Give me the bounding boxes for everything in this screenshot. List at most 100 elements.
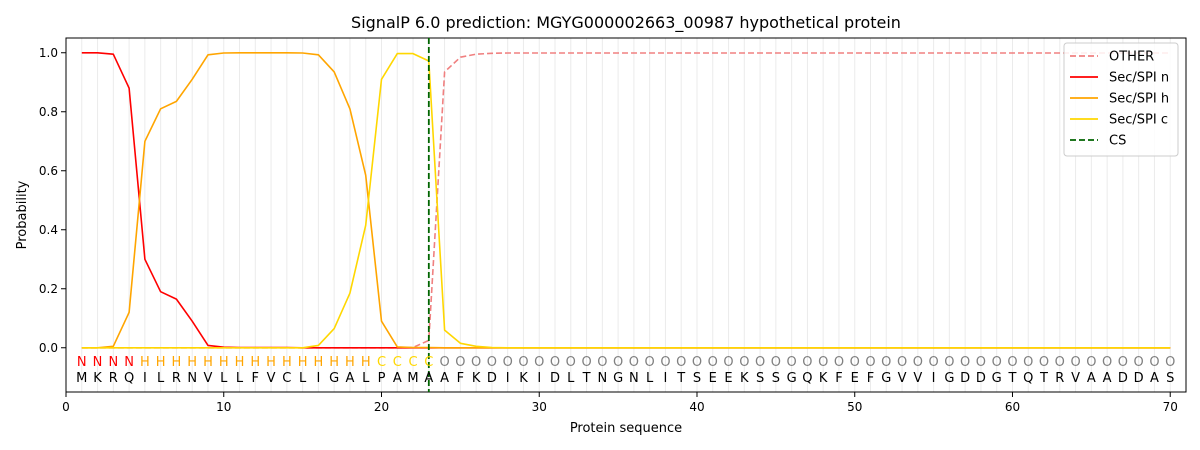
region-label-65: O [1086, 355, 1096, 370]
legend-label-2: Sec/SPI h [1109, 92, 1169, 107]
region-label-37: O [645, 355, 655, 370]
y-tick-label-0.8: 0.8 [39, 105, 58, 119]
x-tick-label-0: 0 [62, 400, 70, 414]
series-line-2 [81, 51, 1171, 349]
region-label-32: O [566, 355, 576, 370]
region-label-40: O [692, 355, 702, 370]
residue-label-30: I [537, 371, 541, 386]
residue-label-62: T [1039, 371, 1048, 386]
legend-label-0: OTHER [1109, 50, 1154, 65]
region-label-31: O [550, 355, 560, 370]
residue-label-25: F [457, 371, 464, 386]
region-label-69: O [1149, 355, 1159, 370]
y-tick-label-0.2: 0.2 [39, 282, 58, 296]
region-label-53: O [897, 355, 907, 370]
legend-label-3: Sec/SPI c [1109, 113, 1168, 128]
region-label-13: H [266, 355, 276, 370]
x-tick-label-40: 40 [689, 400, 704, 414]
region-label-20: C [377, 355, 386, 370]
region-label-7: H [172, 355, 182, 370]
residue-label-42: E [724, 371, 732, 386]
region-label-36: O [629, 355, 639, 370]
region-label-50: O [850, 355, 860, 370]
region-label-67: O [1118, 355, 1128, 370]
region-label-68: O [1134, 355, 1144, 370]
region-label-63: O [1055, 355, 1065, 370]
residue-label-5: I [143, 371, 147, 386]
residue-label-31: D [550, 371, 560, 386]
region-label-60: O [1007, 355, 1017, 370]
residue-label-59: G [992, 371, 1002, 386]
residue-label-29: K [519, 371, 528, 386]
region-label-23: C [424, 355, 433, 370]
region-label-15: H [298, 355, 308, 370]
residue-label-41: E [709, 371, 717, 386]
y-tick-label-0.6: 0.6 [39, 164, 58, 178]
region-label-4: N [124, 355, 134, 370]
residue-label-66: A [1103, 371, 1112, 386]
series-line-1 [81, 51, 1171, 349]
region-label-44: O [755, 355, 765, 370]
residue-label-54: V [913, 371, 922, 386]
residue-label-32: L [567, 371, 575, 386]
region-label-66: O [1102, 355, 1112, 370]
residue-label-53: V [898, 371, 907, 386]
x-tick-label-60: 60 [1005, 400, 1020, 414]
residue-label-14: C [282, 371, 291, 386]
legend-box [1063, 42, 1179, 157]
residue-label-16: I [316, 371, 320, 386]
y-tick-label-0: 0.0 [39, 341, 58, 355]
x-tick-label-50: 50 [847, 400, 862, 414]
region-label-19: H [361, 355, 371, 370]
region-label-18: H [345, 355, 355, 370]
residue-label-12: F [252, 371, 259, 386]
legend-label-1: Sec/SPI n [1109, 71, 1169, 86]
residue-label-17: G [329, 371, 339, 386]
region-label-30: O [534, 355, 544, 370]
region-label-35: O [613, 355, 623, 370]
region-label-27: O [487, 355, 497, 370]
residue-label-2: K [93, 371, 102, 386]
region-label-56: O [944, 355, 954, 370]
region-label-16: H [314, 355, 324, 370]
residue-label-27: D [487, 371, 497, 386]
region-label-24: O [439, 355, 449, 370]
residue-label-18: A [345, 371, 354, 386]
residue-label-70: S [1166, 371, 1174, 386]
y-tick-label-0.4: 0.4 [39, 223, 58, 237]
region-label-39: O [676, 355, 686, 370]
series-lines [81, 51, 1171, 349]
region-label-9: H [203, 355, 213, 370]
residue-label-48: K [819, 371, 828, 386]
region-label-6: H [156, 355, 166, 370]
residue-label-46: G [787, 371, 797, 386]
residue-label-8: N [187, 371, 197, 386]
region-label-48: O [818, 355, 828, 370]
x-tick-label-20: 20 [374, 400, 389, 414]
residue-label-3: R [109, 371, 118, 386]
region-label-57: O [960, 355, 970, 370]
residue-label-33: T [582, 371, 591, 386]
residue-label-7: R [172, 371, 181, 386]
chart-title: SignalP 6.0 prediction: MGYG000002663_00… [351, 13, 901, 33]
region-label-55: O [928, 355, 938, 370]
region-label-22: C [409, 355, 418, 370]
x-tick-label-30: 30 [532, 400, 547, 414]
legend-label-4: CS [1109, 134, 1126, 149]
region-label-45: O [771, 355, 781, 370]
residue-label-23: A [424, 371, 433, 386]
residue-label-67: D [1118, 371, 1128, 386]
residue-label-49: F [835, 371, 842, 386]
residue-label-34: N [597, 371, 607, 386]
residue-label-11: L [236, 371, 244, 386]
residue-label-13: V [267, 371, 276, 386]
region-label-38: O [660, 355, 670, 370]
residue-label-56: G [944, 371, 954, 386]
region-label-51: O [865, 355, 875, 370]
x-axis: 0 10 20 30 40 50 60 70 [62, 392, 1178, 414]
region-label-34: O [597, 355, 607, 370]
residue-label-1: M [76, 371, 87, 386]
x-tick-label-70: 70 [1163, 400, 1178, 414]
residue-label-43: K [740, 371, 749, 386]
region-label-26: O [471, 355, 481, 370]
